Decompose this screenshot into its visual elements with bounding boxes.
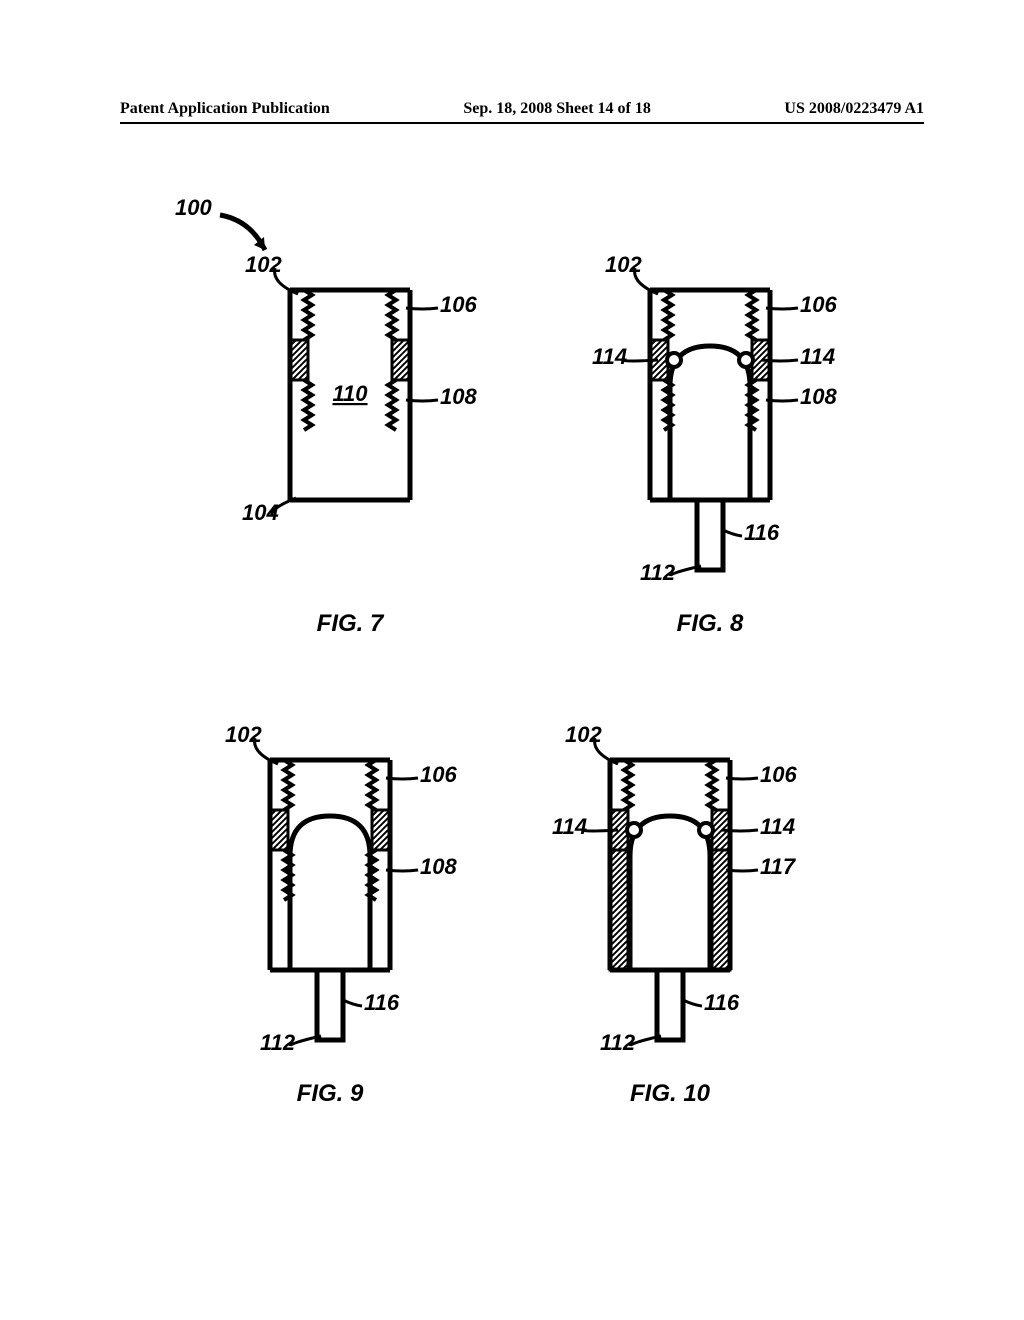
svg-text:106: 106 — [440, 292, 477, 317]
fig9-caption: FIG. 9 — [180, 1080, 480, 1108]
svg-text:112: 112 — [260, 1030, 296, 1055]
svg-text:106: 106 — [760, 762, 797, 787]
header-left: Patent Application Publication — [120, 100, 330, 118]
fig7-caption: FIG. 7 — [200, 610, 500, 638]
assembly-label: 100 — [175, 195, 212, 221]
svg-text:106: 106 — [420, 762, 457, 787]
svg-text:102: 102 — [225, 722, 262, 747]
header-center: Sep. 18, 2008 Sheet 14 of 18 — [463, 100, 651, 118]
svg-text:114: 114 — [760, 814, 795, 839]
header-right: US 2008/0223479 A1 — [784, 100, 924, 118]
fig9-drawing: 102 106 108 116 112 — [180, 720, 480, 1100]
svg-text:102: 102 — [245, 252, 282, 277]
fig10-caption: FIG. 10 — [520, 1080, 820, 1108]
svg-text:114: 114 — [552, 814, 587, 839]
svg-text:102: 102 — [565, 722, 602, 747]
svg-text:114: 114 — [800, 344, 835, 369]
fig8-caption: FIG. 8 — [560, 610, 860, 638]
fig10-drawing: 102 106 114 114 117 116 112 — [520, 720, 820, 1100]
svg-text:106: 106 — [800, 292, 837, 317]
page-header: Patent Application Publication Sep. 18, … — [120, 100, 924, 124]
svg-text:102: 102 — [605, 252, 642, 277]
svg-text:116: 116 — [364, 990, 400, 1015]
svg-text:108: 108 — [420, 854, 457, 879]
svg-text:116: 116 — [704, 990, 740, 1015]
fig7-drawing: 110 102 106 108 104 — [200, 250, 500, 630]
svg-text:117: 117 — [760, 854, 797, 879]
svg-text:114: 114 — [592, 344, 627, 369]
svg-text:116: 116 — [744, 520, 780, 545]
svg-text:108: 108 — [440, 384, 477, 409]
svg-text:112: 112 — [600, 1030, 636, 1055]
svg-text:108: 108 — [800, 384, 837, 409]
svg-text:104: 104 — [242, 500, 279, 525]
fig8-drawing: 102 106 114 114 108 116 112 — [560, 250, 860, 630]
svg-text:110: 110 — [332, 381, 368, 406]
svg-text:112: 112 — [640, 560, 676, 585]
